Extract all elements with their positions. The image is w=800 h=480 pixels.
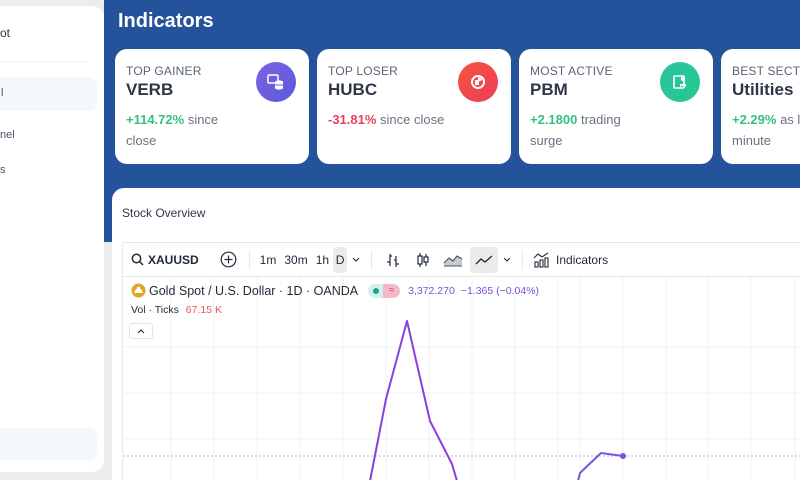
bars-style-button[interactable]: [378, 247, 408, 273]
gold-symbol-icon: [131, 283, 146, 298]
market-status-pill[interactable]: ≈: [368, 283, 401, 298]
interval-dropdown[interactable]: [347, 247, 365, 273]
market-open-dot-icon: [372, 287, 379, 294]
chart-toolbar: XAUUSD 1m 30m 1h D: [123, 243, 800, 277]
chart-legend-main: Gold Spot / U.S. Dollar · 1D · OANDA ≈ 3…: [131, 283, 539, 298]
toolbar-divider: [248, 249, 250, 270]
chevron-down-icon: [503, 257, 511, 262]
area-chart-icon: [443, 254, 463, 266]
card-most-active[interactable]: MOST ACTIVE PBM +2.1800 trading surge: [519, 49, 713, 164]
sidebar: ot l nel s: [0, 6, 104, 472]
chart-style-dropdown[interactable]: [498, 247, 516, 273]
interval-d[interactable]: D: [333, 246, 348, 273]
card-best-sector[interactable]: BEST SECTOR Utilities +2.29% as last min…: [721, 49, 800, 164]
card-top-loser[interactable]: TOP LOSER HUBC -31.81% since close: [317, 49, 511, 164]
interval-1m[interactable]: 1m: [259, 252, 277, 267]
panel-title: Stock Overview: [122, 206, 206, 220]
stock-overview-panel: Stock Overview XAUUSD 1m 30m 1h D: [112, 188, 800, 480]
bars-icon: [387, 253, 400, 267]
database-screen-icon: [256, 62, 296, 102]
symbol-search-button[interactable]: XAUUSD: [123, 247, 207, 273]
line-style-button[interactable]: [470, 246, 499, 273]
card-top-gainer[interactable]: TOP GAINER VERB +114.72% since close: [115, 49, 309, 164]
candles-style-button[interactable]: [408, 247, 438, 273]
chevron-down-icon: [352, 257, 360, 262]
last-price-marker: [620, 453, 626, 459]
pie-chart-icon: [458, 62, 498, 102]
collapse-legend-button[interactable]: [129, 323, 153, 339]
page-title: Indicators: [118, 10, 214, 32]
sidebar-item-channel[interactable]: nel: [0, 129, 15, 141]
toolbar-divider: [371, 249, 373, 270]
interval-1h[interactable]: 1h: [315, 252, 330, 267]
tradingview-chart[interactable]: XAUUSD 1m 30m 1h D: [122, 242, 800, 480]
approx-icon: ≈: [383, 283, 401, 298]
sidebar-divider: [0, 61, 88, 62]
chevron-up-icon: [137, 328, 145, 333]
candles-icon: [417, 252, 429, 267]
line-chart-icon: [475, 255, 493, 264]
plus-circle-icon: [220, 251, 237, 268]
indicators-icon: [533, 252, 549, 268]
sidebar-item-dashboard[interactable]: l: [0, 77, 97, 111]
interval-30m[interactable]: 30m: [284, 252, 308, 267]
volume-legend: Vol · Ticks 67.15 K: [131, 304, 222, 316]
indicators-button[interactable]: Indicators: [529, 247, 612, 273]
sidebar-item-settings[interactable]: s: [0, 164, 6, 176]
compare-add-button[interactable]: [215, 247, 243, 273]
sidebar-bottom-item[interactable]: [0, 428, 97, 460]
contact-book-icon: [660, 62, 700, 102]
search-icon: [131, 253, 144, 266]
toolbar-divider: [522, 249, 524, 270]
sidebar-title: ot: [0, 26, 11, 40]
area-style-button[interactable]: [438, 247, 468, 273]
